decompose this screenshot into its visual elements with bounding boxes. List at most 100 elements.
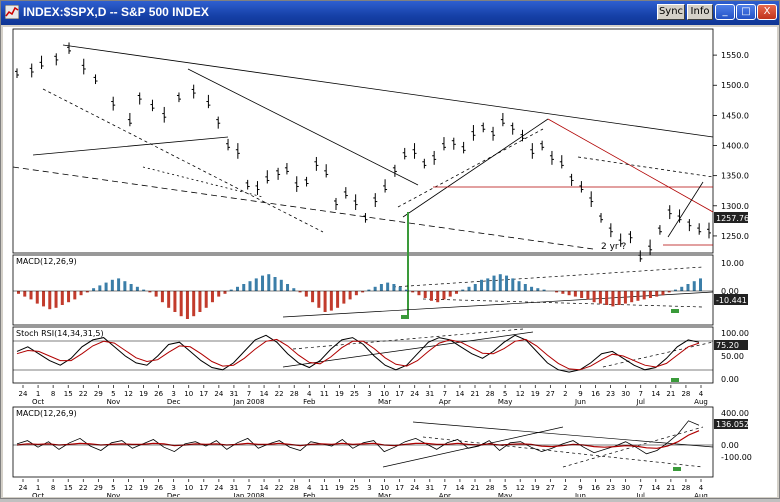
svg-text:24: 24 bbox=[214, 390, 223, 398]
chart-canvas[interactable]: 1550.01500.01450.01400.01350.01300.01250… bbox=[3, 27, 777, 500]
price-tick: 1350.0 bbox=[713, 172, 749, 181]
svg-text:9: 9 bbox=[578, 390, 582, 398]
svg-text:31: 31 bbox=[425, 484, 434, 492]
histogram-bar bbox=[461, 289, 465, 291]
x-tick: 7 bbox=[247, 385, 251, 398]
price-bar bbox=[579, 181, 584, 193]
svg-text:16: 16 bbox=[591, 484, 600, 492]
svg-text:5: 5 bbox=[503, 484, 507, 492]
svg-text:21: 21 bbox=[666, 484, 675, 492]
svg-text:29: 29 bbox=[94, 484, 103, 492]
svg-text:7: 7 bbox=[638, 390, 642, 398]
price-bar bbox=[618, 233, 623, 247]
svg-text:100.00: 100.00 bbox=[721, 329, 749, 338]
x-tick: 22 bbox=[275, 385, 284, 398]
close-button[interactable]: X bbox=[757, 4, 777, 20]
price-bar bbox=[276, 167, 281, 180]
x-tick: 24 bbox=[214, 479, 224, 492]
svg-text:19: 19 bbox=[531, 484, 540, 492]
x-month: Dec bbox=[167, 398, 181, 406]
x-tick: 14 bbox=[260, 385, 269, 398]
macd-trendlines bbox=[382, 421, 714, 468]
price-bar bbox=[687, 219, 692, 232]
info-button[interactable]: Info bbox=[687, 4, 713, 20]
x-month: Jul bbox=[636, 398, 646, 406]
x-tick: 3 bbox=[367, 479, 372, 492]
svg-text:8: 8 bbox=[51, 484, 55, 492]
svg-text:7: 7 bbox=[443, 484, 447, 492]
histogram-bar bbox=[692, 281, 696, 291]
price-bar bbox=[137, 92, 142, 105]
price-bar bbox=[707, 222, 711, 239]
x-month: Jun bbox=[574, 398, 586, 406]
x-tick: 27 bbox=[546, 479, 555, 492]
x-tick: 11 bbox=[320, 479, 329, 492]
x-tick: 10 bbox=[380, 479, 389, 492]
price-bar bbox=[471, 125, 476, 141]
x-axis-bottom: 24 1 8 15 22 29 5 12 19 26 3 10 17 24 31 7 14 22 28 4 11 19 25… bbox=[19, 479, 708, 500]
histogram-bar bbox=[417, 291, 421, 296]
price-last-value: 1257.76 bbox=[716, 214, 749, 223]
x-tick: 14 bbox=[651, 479, 661, 492]
histogram-bar bbox=[167, 291, 171, 308]
histogram-bar bbox=[636, 291, 640, 301]
price-last-badge: 1257.76 bbox=[714, 212, 749, 223]
svg-text:14: 14 bbox=[455, 390, 464, 398]
x-tick: 12 bbox=[124, 479, 133, 492]
price-panel bbox=[12, 28, 714, 254]
histogram-bar bbox=[642, 291, 646, 300]
price-bar bbox=[451, 137, 456, 150]
histogram-bar bbox=[342, 291, 346, 304]
histogram-bar bbox=[392, 284, 396, 291]
histogram-bar bbox=[92, 288, 96, 291]
histogram-bar bbox=[129, 284, 133, 291]
svg-text:10: 10 bbox=[184, 390, 193, 398]
hist-last-value: -10.441 bbox=[716, 296, 747, 305]
histogram-bar bbox=[123, 281, 127, 291]
svg-text:17: 17 bbox=[199, 484, 208, 492]
x-month: Nov bbox=[107, 398, 121, 406]
sync-button[interactable]: Sync bbox=[657, 4, 685, 20]
x-tick: 29 bbox=[94, 385, 103, 398]
x-tick: 26 bbox=[154, 385, 164, 398]
svg-text:12: 12 bbox=[516, 390, 525, 398]
histogram-bar bbox=[404, 289, 408, 291]
svg-text:23: 23 bbox=[606, 484, 615, 492]
price-bar bbox=[608, 223, 613, 238]
svg-text:19: 19 bbox=[335, 390, 344, 398]
histogram-bar bbox=[498, 274, 502, 291]
svg-text:12: 12 bbox=[516, 484, 525, 492]
price-bar bbox=[657, 225, 662, 235]
chart-area[interactable]: 1550.0 1500.0 1450.0 1400.0 1350.0 1300.0 1250… bbox=[3, 27, 777, 500]
x-month: Oct bbox=[32, 492, 44, 500]
x-month: Aug bbox=[694, 398, 708, 406]
histogram-bar bbox=[85, 291, 89, 293]
histogram-bar bbox=[248, 281, 252, 291]
svg-text:3: 3 bbox=[367, 390, 371, 398]
svg-text:1250.0: 1250.0 bbox=[721, 232, 749, 241]
price-bar bbox=[150, 99, 155, 112]
x-axis-top: 24 1 8 15 22 29 5 12 19 26 3 10 17 24 31 7 14 22 28 4 11 19 25… bbox=[19, 385, 708, 406]
svg-text:26: 26 bbox=[154, 484, 163, 492]
histogram-bar bbox=[298, 291, 302, 293]
histogram-bar bbox=[198, 291, 202, 312]
histogram-bar bbox=[436, 291, 440, 303]
svg-text:Mar: Mar bbox=[378, 398, 391, 406]
title-bar[interactable]: INDEX:$SPX,D -- S&P 500 INDEX Sync Info … bbox=[1, 1, 779, 25]
svg-text:8: 8 bbox=[51, 390, 55, 398]
x-month: Aug bbox=[694, 492, 708, 500]
price-bar bbox=[29, 63, 34, 78]
svg-text:22: 22 bbox=[275, 390, 284, 398]
x-tick: 24 bbox=[410, 479, 420, 492]
x-tick: 27 bbox=[546, 385, 555, 398]
minimize-button[interactable]: _ bbox=[715, 4, 735, 20]
histogram-bar bbox=[523, 284, 527, 291]
price-bar bbox=[206, 94, 211, 109]
histogram-bar bbox=[542, 289, 546, 291]
svg-text:1550.0: 1550.0 bbox=[721, 51, 749, 60]
x-tick: 22 bbox=[79, 479, 88, 492]
maximize-button[interactable]: □ bbox=[736, 4, 756, 20]
svg-text:10.00: 10.00 bbox=[721, 259, 744, 268]
histogram-bar bbox=[411, 291, 415, 293]
